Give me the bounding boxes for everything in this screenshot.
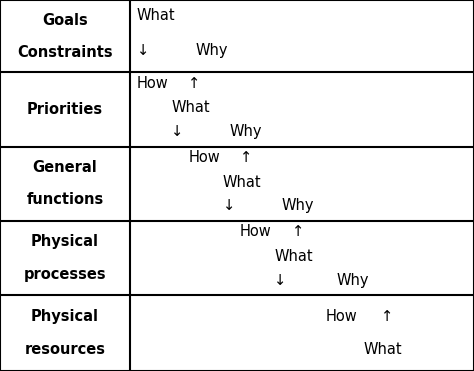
Text: ↓: ↓ bbox=[137, 43, 149, 58]
Text: What: What bbox=[364, 342, 402, 357]
Text: Why: Why bbox=[281, 198, 314, 213]
Text: ↑: ↑ bbox=[292, 224, 304, 239]
Text: What: What bbox=[223, 175, 262, 190]
Text: What: What bbox=[171, 101, 210, 115]
Text: ↓: ↓ bbox=[171, 124, 183, 139]
Text: processes: processes bbox=[24, 267, 106, 282]
Text: ↓: ↓ bbox=[223, 198, 235, 213]
Text: resources: resources bbox=[25, 342, 105, 357]
Text: ↓: ↓ bbox=[274, 273, 287, 288]
Text: ↑: ↑ bbox=[240, 150, 252, 165]
Text: ↑: ↑ bbox=[381, 309, 393, 324]
Text: How: How bbox=[137, 76, 169, 91]
Text: Physical: Physical bbox=[31, 234, 99, 249]
Text: Constraints: Constraints bbox=[17, 45, 113, 60]
Text: General: General bbox=[33, 160, 97, 175]
Text: What: What bbox=[274, 249, 313, 264]
Text: Why: Why bbox=[337, 273, 369, 288]
Text: functions: functions bbox=[27, 193, 103, 207]
Text: What: What bbox=[137, 9, 175, 23]
Text: Goals: Goals bbox=[42, 13, 88, 28]
Text: ↑: ↑ bbox=[188, 76, 201, 91]
Text: Why: Why bbox=[230, 124, 262, 139]
Text: Why: Why bbox=[195, 43, 228, 58]
Text: How: How bbox=[326, 309, 358, 324]
Text: Physical: Physical bbox=[31, 309, 99, 324]
Text: How: How bbox=[188, 150, 220, 165]
Text: Priorities: Priorities bbox=[27, 102, 103, 117]
Text: How: How bbox=[240, 224, 272, 239]
